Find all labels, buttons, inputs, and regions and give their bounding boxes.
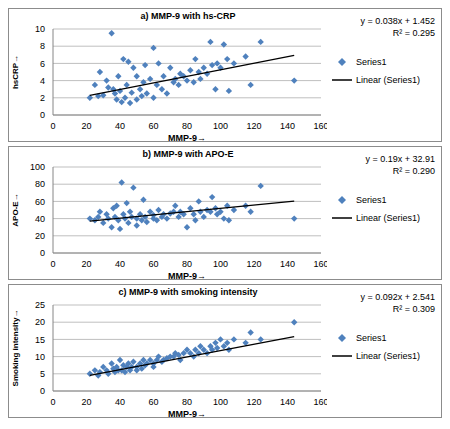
html-text:c) MMP-9 with smoking intensit: c) MMP-9 with smoking intensity [118,287,258,297]
svg-text:100: 100 [213,397,228,407]
svg-text:40: 40 [115,259,125,269]
html-text:Linear (Series1): Linear (Series1) [356,75,420,85]
svg-text:20: 20 [81,397,91,407]
html-text:y = 0.092x + 2.541: y = 0.092x + 2.541 [360,292,435,302]
svg-text:60: 60 [148,397,158,407]
html-text:a) MMP-9 with hs-CRP: a) MMP-9 with hs-CRP [140,11,236,21]
svg-text:20: 20 [81,121,91,131]
html-text:y = 0.038x + 1.452: y = 0.038x + 1.452 [360,16,435,26]
svg-text:hsCRP→: hsCRP→ [11,55,20,89]
svg-text:80: 80 [35,179,45,189]
svg-text:0: 0 [50,121,55,131]
svg-text:60: 60 [148,259,158,269]
html-text:R² = 0.295: R² = 0.295 [392,28,435,38]
svg-text:20: 20 [35,317,45,327]
svg-text:20: 20 [81,259,91,269]
svg-text:10: 10 [35,25,45,34]
svg-text:140: 140 [280,397,295,407]
html-text:y = 0.19x + 32.91: y = 0.19x + 32.91 [365,154,435,164]
svg-text:60: 60 [35,197,45,207]
svg-text:0: 0 [40,386,45,396]
svg-text:40: 40 [35,214,45,224]
svg-text:140: 140 [280,259,295,269]
svg-text:40: 40 [115,397,125,407]
svg-text:15: 15 [35,335,45,345]
html-text:Linear (Series1): Linear (Series1) [356,213,420,223]
svg-text:20: 20 [35,231,45,241]
svg-text:8: 8 [40,41,45,51]
svg-text:4: 4 [40,76,45,86]
html-text:R² = 0.290: R² = 0.290 [392,166,435,176]
svg-text:160: 160 [313,121,327,131]
svg-text:MMP-9→: MMP-9→ [168,271,206,279]
html-text:R² = 0.309: R² = 0.309 [392,304,435,314]
svg-text:5: 5 [40,369,45,379]
svg-text:0: 0 [40,110,45,120]
html-text:Series1: Series1 [356,195,387,205]
svg-text:0: 0 [50,259,55,269]
svg-text:2: 2 [40,93,45,103]
svg-text:80: 80 [182,259,192,269]
svg-text:25: 25 [35,301,45,310]
svg-text:40: 40 [115,121,125,131]
svg-text:APO-E→: APO-E→ [11,193,20,226]
svg-text:60: 60 [148,121,158,131]
svg-text:MMP-9→: MMP-9→ [168,409,206,417]
svg-text:100: 100 [30,163,45,172]
svg-text:140: 140 [280,121,295,131]
svg-text:0: 0 [50,397,55,407]
svg-text:80: 80 [182,121,192,131]
svg-text:10: 10 [35,352,45,362]
html-text:Linear (Series1): Linear (Series1) [356,351,420,361]
svg-text:MMP-9→: MMP-9→ [168,133,206,141]
svg-text:120: 120 [246,397,261,407]
svg-text:120: 120 [246,121,261,131]
svg-text:160: 160 [313,259,327,269]
svg-text:6: 6 [40,59,45,69]
html-text:Series1: Series1 [356,57,387,67]
svg-text:100: 100 [213,121,228,131]
svg-text:Smoking intensity→: Smoking intensity→ [11,310,20,387]
svg-text:0: 0 [40,248,45,258]
svg-text:100: 100 [213,259,228,269]
svg-text:160: 160 [313,397,327,407]
svg-text:80: 80 [182,397,192,407]
svg-text:120: 120 [246,259,261,269]
html-text:Series1: Series1 [356,333,387,343]
html-text:b) MMP-9 with APO-E: b) MMP-9 with APO-E [142,149,234,159]
